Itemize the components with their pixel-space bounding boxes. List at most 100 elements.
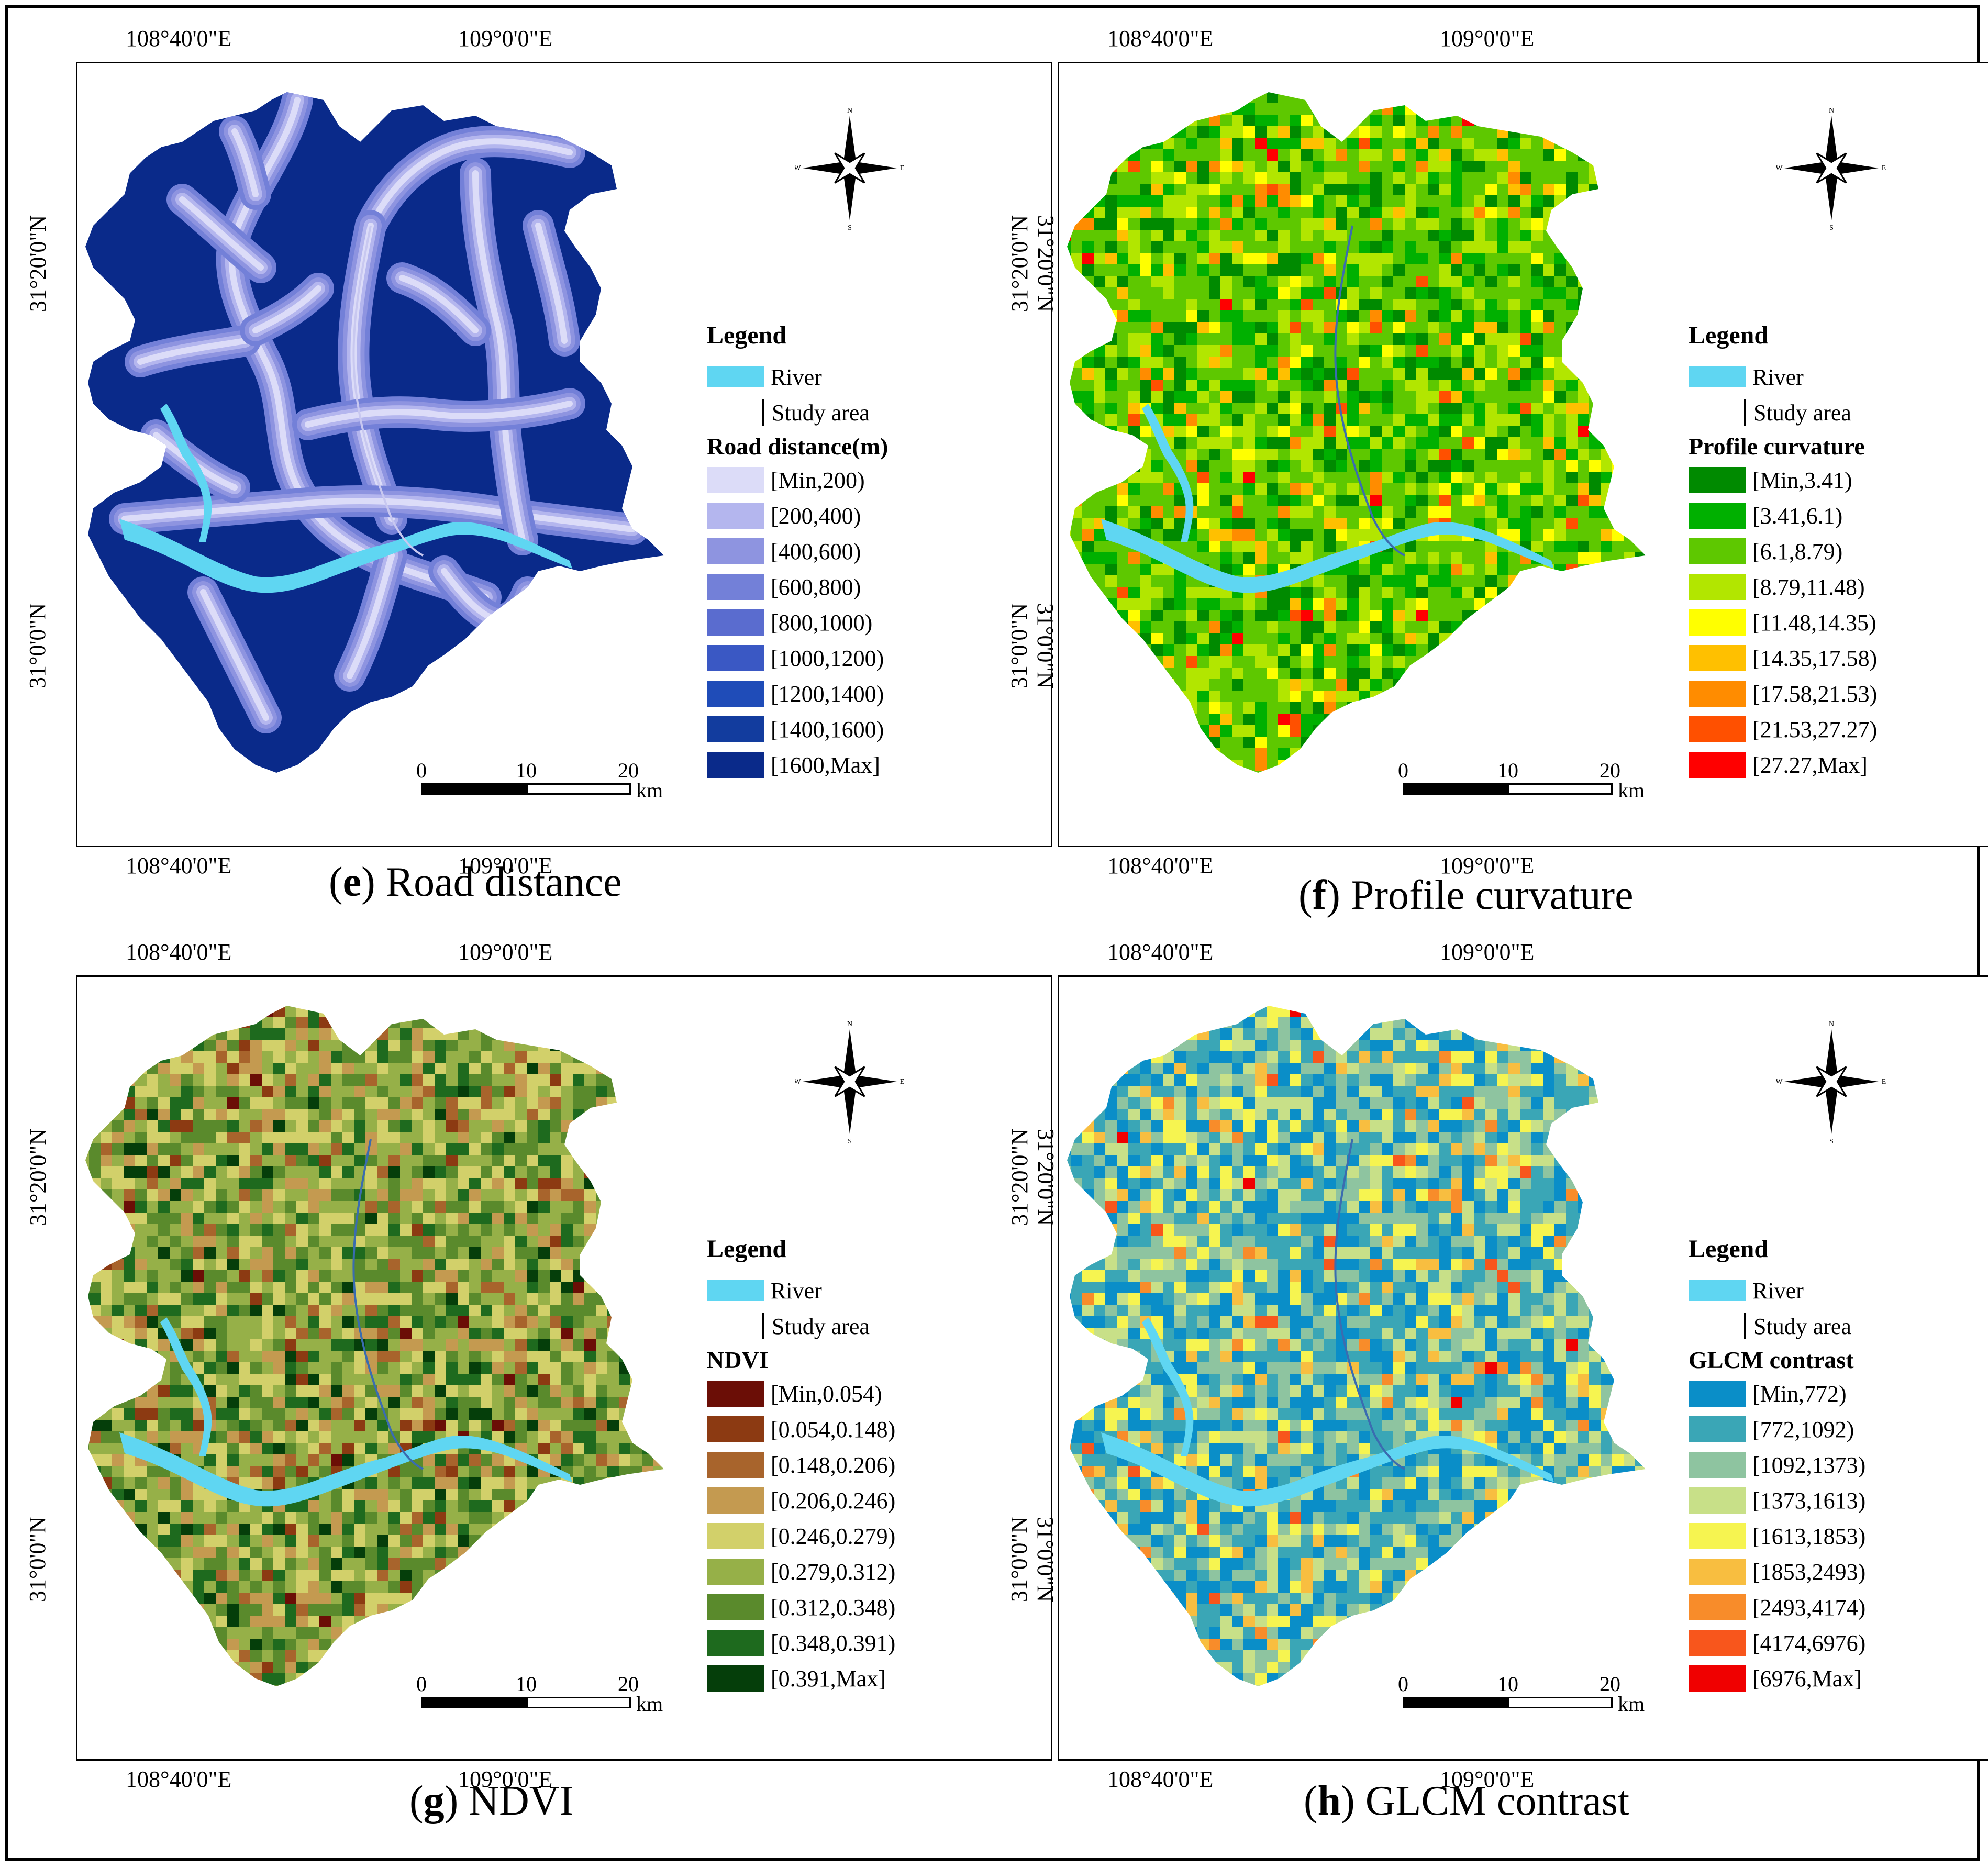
- legend-study-area-label: Study area: [1753, 1313, 1851, 1339]
- legend-class-swatch: [1689, 1381, 1746, 1407]
- scale-tick-label: 20: [618, 759, 639, 782]
- legend-class-label: [1092,1373): [1752, 1452, 1866, 1478]
- scale-tick-label: 0: [1398, 759, 1408, 782]
- legend-river-item: River: [707, 1273, 1000, 1308]
- scale-tick-label: 10: [516, 1672, 537, 1696]
- legend-class-swatch: [707, 1487, 764, 1514]
- panel-caption: (f) Profile curvature: [1298, 872, 1634, 918]
- legend-class-swatch: [707, 1559, 764, 1585]
- bottom-longitude-label: 108°40'0"E: [126, 1766, 232, 1792]
- legend-class-label: [Min,772): [1752, 1381, 1847, 1407]
- map-panel-e: N S W E 108°40'0"E 109°0'0"E 108°40'0"E 109°0'0…: [0, 0, 1059, 921]
- legend-study-area-label: Study area: [1753, 399, 1851, 426]
- map-panel-g: N S W E 108°40'0"E 109°0'0"E 108°40'0"E 109°0'0…: [0, 914, 1059, 1856]
- legend-title: Legend: [1689, 1235, 1769, 1263]
- legend-class-label: [3.41,6.1): [1752, 503, 1843, 529]
- legend-class-swatch: [1689, 609, 1746, 636]
- legend-class-label: [772,1092): [1752, 1416, 1854, 1442]
- bottom-longitude-label: 108°40'0"E: [1107, 853, 1214, 879]
- top-longitude-label: 108°40'0"E: [1107, 939, 1214, 965]
- legend-class-label: [0.312,0.348): [771, 1594, 896, 1620]
- legend-study-area-item: Study area: [707, 395, 1000, 430]
- legend-class-item: [11.48,14.35): [1689, 605, 1982, 640]
- top-longitude-label: 109°0'0"E: [1440, 939, 1535, 965]
- legend-class-swatch: [707, 645, 764, 671]
- legend-class-label: [1373,1613): [1752, 1487, 1866, 1514]
- legend-river-item: River: [707, 359, 1000, 395]
- legend-class-swatch: [1689, 467, 1746, 493]
- legend-class-item: [14.35,17.58): [1689, 640, 1982, 676]
- legend-class-item: [Min,3.41): [1689, 462, 1982, 498]
- legend-study-area-label: Study area: [772, 1313, 870, 1339]
- river-swatch: [1689, 366, 1746, 387]
- scale-tick-label: 0: [416, 1672, 427, 1696]
- legend-class-label: [0.279,0.312): [771, 1559, 896, 1585]
- panel-letter: f: [1312, 872, 1327, 918]
- left-latitude-label: 31°20'0"N: [1007, 1128, 1033, 1226]
- legend-study-area-item: Study area: [1689, 1308, 1982, 1344]
- legend-class-item: [1000,1200): [707, 640, 1000, 676]
- legend-class-label: [21.53,27.27): [1752, 716, 1878, 742]
- legend-class-swatch: [707, 467, 764, 493]
- scale-tick-label: 20: [618, 1672, 639, 1696]
- legend-class-label: [27.27,Max]: [1752, 752, 1868, 778]
- legend-class-label: [1400,1600): [771, 716, 884, 742]
- legend-class-label: [17.58,21.53): [1752, 681, 1878, 707]
- river-layer: [119, 225, 572, 593]
- legend-class-item: [600,800): [707, 569, 1000, 605]
- legend-class-item: [2493,4174): [1689, 1589, 1982, 1625]
- scale-unit-label: km: [1618, 779, 1645, 802]
- legend-class-swatch: [707, 574, 764, 600]
- legend-class-swatch: [1689, 538, 1746, 564]
- svg-text:W: W: [1775, 164, 1783, 172]
- scale-bar: 0 10 20 km: [1398, 1672, 1645, 1716]
- legend-class-swatch: [1689, 752, 1746, 778]
- bottom-longitude-label: 108°40'0"E: [1107, 1766, 1214, 1792]
- scale-tick-label: 0: [416, 759, 427, 782]
- legend-class-item: [6976,Max]: [1689, 1661, 1982, 1696]
- study-area-map: NSW E: [85, 1006, 904, 1686]
- legend-class-item: [3.41,6.1): [1689, 498, 1982, 533]
- raster-layer: [85, 92, 664, 773]
- legend-class-item: [1853,2493): [1689, 1554, 1982, 1589]
- legend-class-label: [600,800): [771, 574, 861, 600]
- legend-title: Legend: [707, 1235, 787, 1263]
- legend-class-label: [Min,3.41): [1752, 467, 1852, 493]
- study-area-map: NSW E: [1067, 92, 1886, 773]
- legend-class-label: [6976,Max]: [1752, 1665, 1862, 1692]
- top-longitude-label: 108°40'0"E: [126, 939, 232, 965]
- legend-class-item: [0.391,Max]: [707, 1661, 1000, 1696]
- legend-class-label: [4174,6976): [1752, 1630, 1866, 1656]
- scale-tick-label: 10: [516, 759, 537, 782]
- panel-caption: (h) GLCM contrast: [1304, 1778, 1630, 1824]
- top-longitude-label: 109°0'0"E: [458, 26, 553, 51]
- bottom-longitude-label: 109°0'0"E: [458, 1766, 553, 1792]
- river-swatch: [707, 1280, 764, 1301]
- river-layer: [1101, 1139, 1554, 1507]
- legend-class-label: [400,600): [771, 538, 861, 564]
- legend-class-item: [Min,0.054): [707, 1376, 1000, 1411]
- river-layer: [1101, 225, 1554, 593]
- svg-text:E: E: [900, 164, 905, 172]
- legend-class-item: [17.58,21.53): [1689, 676, 1982, 711]
- left-latitude-label: 31°20'0"N: [1007, 215, 1033, 313]
- legend-class-item: [800,1000): [707, 605, 1000, 640]
- legend-class-item: [21.53,27.27): [1689, 711, 1982, 747]
- legend-class-swatch: [1689, 1523, 1746, 1549]
- legend-river-label: River: [771, 364, 822, 390]
- legend-class-swatch: [707, 1416, 764, 1442]
- study-area-symbol: [1744, 1313, 1746, 1339]
- legend-class-label: [11.48,14.35): [1752, 609, 1876, 636]
- panel-caption: (e) Road distance: [329, 859, 622, 905]
- legend-class-label: [1600,Max]: [771, 752, 880, 778]
- legend-class-item: [Min,772): [1689, 1376, 1982, 1411]
- legend-class-label: [Min,0.054): [771, 1381, 882, 1407]
- map-legend: Legend River Study area Profile curvature [M…: [1689, 321, 1982, 783]
- legend-class-item: [1092,1373): [1689, 1447, 1982, 1483]
- raster-layer: [85, 1006, 664, 1686]
- legend-class-label: [1613,1853): [1752, 1523, 1866, 1549]
- north-arrow-icon: NSW E: [795, 1020, 904, 1144]
